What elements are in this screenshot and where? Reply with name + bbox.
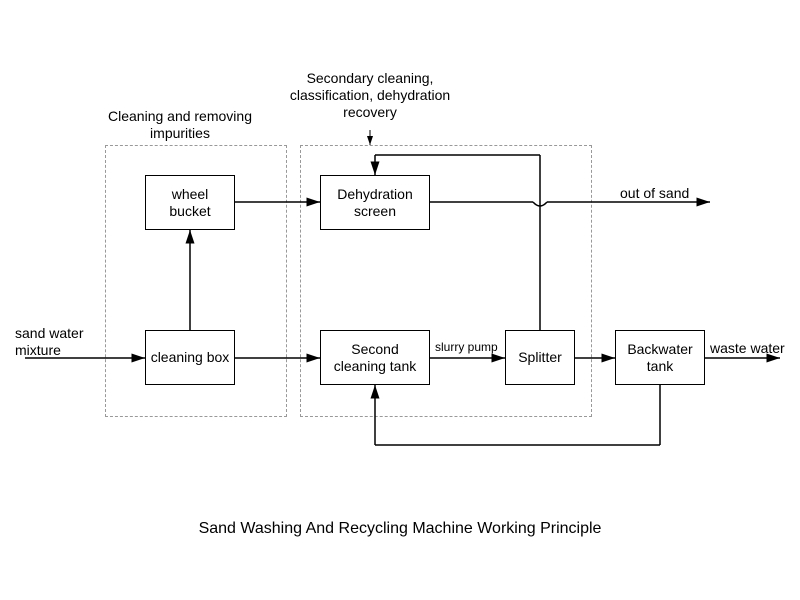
node-second-cleaning-tank: Second cleaning tank [320, 330, 430, 385]
group1-label: Cleaning and removing impurities [90, 108, 270, 142]
node-cleaning-box: cleaning box [145, 330, 235, 385]
node-splitter: Splitter [505, 330, 575, 385]
node-backwater-tank: Backwater tank [615, 330, 705, 385]
diagram-title: Sand Washing And Recycling Machine Worki… [0, 520, 800, 538]
label-slurry-pump: slurry pump [435, 340, 498, 354]
label-out-sand: out of sand [620, 185, 689, 202]
node-wheel-bucket: wheel bucket [145, 175, 235, 230]
label-input: sand water mixture [15, 325, 105, 359]
group2-label: Secondary cleaning, classification, dehy… [280, 70, 460, 120]
node-dehydration-screen: Dehydration screen [320, 175, 430, 230]
label-waste-water: waste water [710, 340, 785, 357]
